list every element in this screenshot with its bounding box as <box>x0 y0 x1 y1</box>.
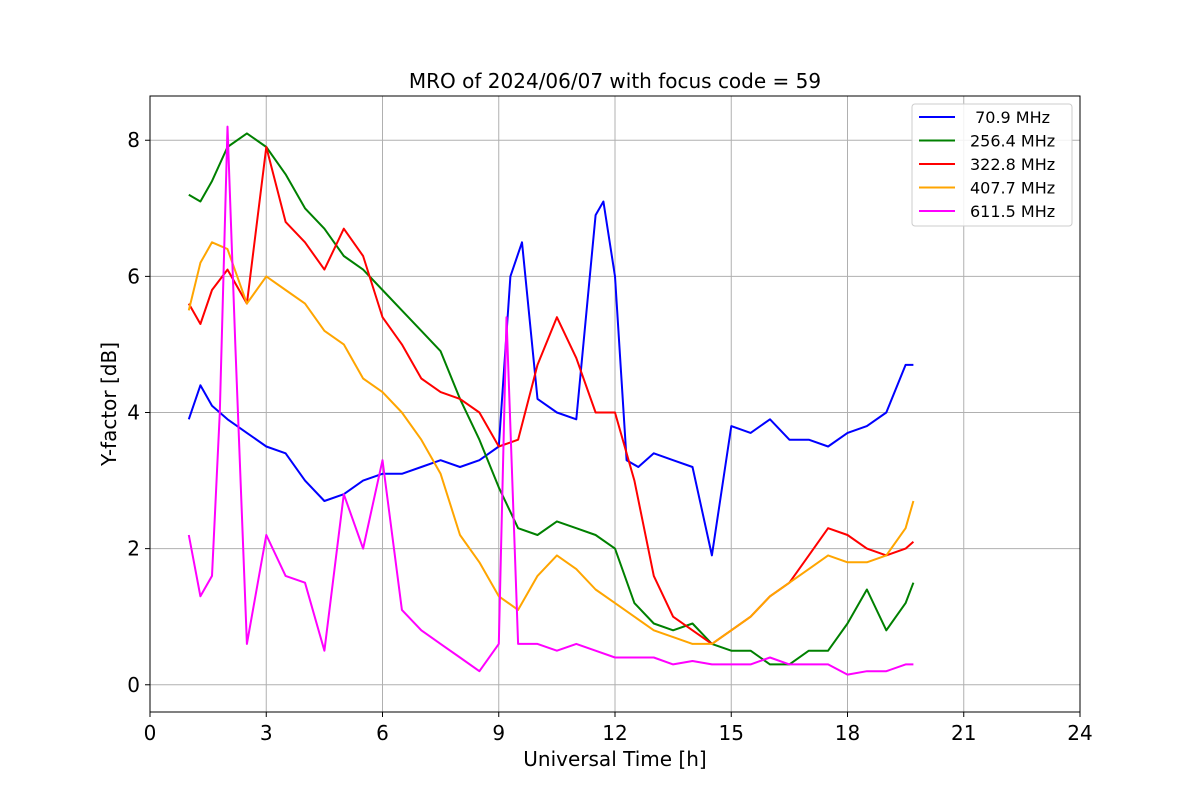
x-tick-label: 6 <box>376 721 389 745</box>
x-tick-label: 0 <box>144 721 157 745</box>
y-tick-label: 4 <box>127 401 140 425</box>
series-layer <box>187 125 915 676</box>
x-tick-label: 21 <box>951 721 976 745</box>
y-axis-ticks: 0 2 4 6 8 <box>127 128 150 697</box>
legend-label: 407.7 MHz <box>970 179 1055 198</box>
legend: 70.9 MHz 256.4 MHz 322.8 MHz 407.7 MHz 611.5… <box>911 103 1073 227</box>
series-line-4 <box>187 241 915 645</box>
x-tick-label: 18 <box>835 721 860 745</box>
series-line-1 <box>187 200 914 557</box>
x-axis-ticks: 0 3 6 9 12 15 18 21 24 <box>144 712 1093 745</box>
legend-label: 70.9 MHz <box>970 108 1050 127</box>
series-line-2 <box>188 132 915 666</box>
y-tick-label: 6 <box>127 264 140 288</box>
legend-box <box>911 103 1073 227</box>
y-tick-label: 2 <box>127 537 140 561</box>
x-tick-label: 9 <box>492 721 505 745</box>
legend-label: 611.5 MHz <box>970 202 1055 221</box>
chart-title: MRO of 2024/06/07 with focus code = 59 <box>409 69 821 93</box>
y-tick-label: 8 <box>127 128 140 152</box>
series-line-3 <box>187 146 915 645</box>
series-line-5 <box>187 125 914 676</box>
y-axis-label: Y-factor [dB] <box>97 342 121 467</box>
x-axis-label: Universal Time [h] <box>523 747 706 771</box>
legend-label: 322.8 MHz <box>970 155 1055 174</box>
x-tick-label: 12 <box>602 721 627 745</box>
legend-label: 256.4 MHz <box>970 132 1055 151</box>
x-tick-label: 24 <box>1067 721 1092 745</box>
x-tick-label: 3 <box>260 721 273 745</box>
y-tick-label: 0 <box>127 673 140 697</box>
x-tick-label: 15 <box>719 721 744 745</box>
